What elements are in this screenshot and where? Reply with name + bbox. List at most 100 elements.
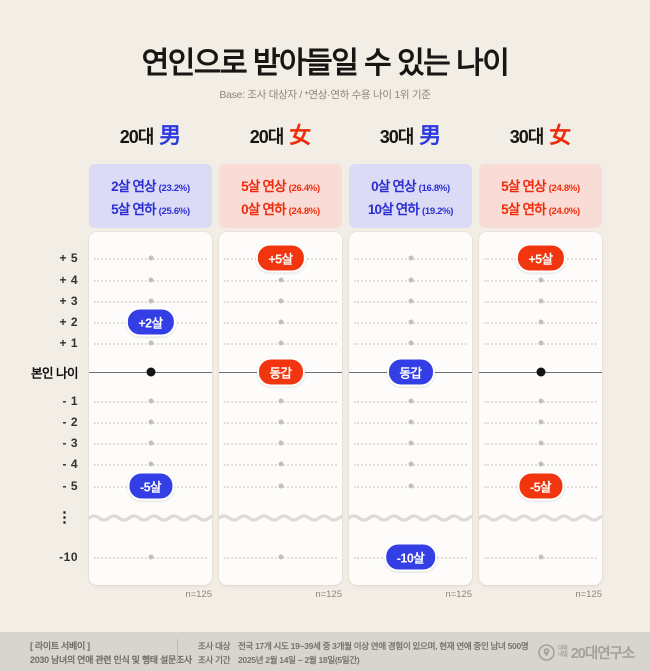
column-header-20s-female: 20대 女 <box>219 120 342 152</box>
summary-line-younger: 0살 연하 (24.8%) <box>241 201 320 217</box>
sample-size: n=125 <box>445 589 472 600</box>
summary-box: 5살 연상 (24.8%) 5살 연하 (24.0%) <box>479 164 602 228</box>
grid-dot--10 <box>148 554 153 560</box>
column-header-20s-male: 20대 男 <box>89 120 212 152</box>
axis-break-wave <box>89 514 212 522</box>
axis-ellipsis: ⋮ <box>57 509 72 526</box>
grid-dot--1 <box>408 398 413 404</box>
chart-panel: +5살 동갑 <box>219 232 342 585</box>
gender-label: 女 <box>549 123 572 148</box>
own-age-dot <box>146 367 155 377</box>
axis-tick--10: -10 <box>59 550 78 564</box>
grid-dot-+1 <box>538 340 543 346</box>
grid-dot--5 <box>278 483 283 489</box>
gender-label: 男 <box>159 123 182 148</box>
axis-tick--3: - 3 <box>62 436 78 450</box>
axis-tick-+4: + 4 <box>59 273 78 287</box>
axis-tick-+1: + 1 <box>59 336 78 350</box>
axis-tick--5: - 5 <box>62 479 78 493</box>
gender-label: 男 <box>419 123 442 148</box>
grid-dot--2 <box>148 419 153 425</box>
axis-tick-0: 본인 나이 <box>31 366 78 381</box>
grid-dot-+1 <box>408 340 413 346</box>
chart-panel: +2살 -5살 <box>89 232 212 585</box>
grid-dot-+1 <box>278 340 283 346</box>
grid-dot--4 <box>538 461 543 467</box>
axis-tick-+2: + 2 <box>59 315 78 329</box>
marker-pill-+5: +5살 <box>515 243 566 273</box>
column-header-30s-female: 30대 女 <box>479 120 602 152</box>
grid-dot--3 <box>148 440 153 446</box>
summary-line-younger: 10살 연하 (19.2%) <box>367 201 454 217</box>
marker-pill--5: -5살 <box>516 471 565 501</box>
grid-dot--1 <box>278 398 283 404</box>
axis-break-wave <box>479 514 602 522</box>
survey-target-value: 전국 17개 시도 19~39세 중 3개월 이상 연애 경험이 있으며, 현재… <box>238 641 529 651</box>
marker-pill--10: -10살 <box>383 542 438 572</box>
grid-dot--3 <box>408 440 413 446</box>
location-pin-icon <box>538 643 555 661</box>
summary-line-older: 5살 연상 (24.8%) <box>501 178 580 194</box>
summary-box: 0살 연상 (16.8%) 10살 연하 (19.2%) <box>349 164 472 228</box>
age-group-label: 30대 <box>509 127 545 147</box>
grid-dot--10 <box>278 554 283 560</box>
axis-tick--1: - 1 <box>62 394 78 408</box>
axis-tick--2: - 2 <box>62 415 78 429</box>
logo-small-text: 대학 내일 <box>558 645 568 658</box>
summary-box: 2살 연상 (23.2%) 5살 연하 (25.6%) <box>89 164 212 228</box>
marker-pill--5: -5살 <box>126 471 175 501</box>
chart-panel: 동갑 -10살 <box>349 232 472 585</box>
axis-tick-+5: + 5 <box>59 251 78 265</box>
gender-label: 女 <box>289 123 312 148</box>
grid-dot--1 <box>148 398 153 404</box>
age-group-label: 20대 <box>119 127 155 147</box>
sample-size: n=125 <box>315 589 342 600</box>
grid-dot-+3 <box>278 298 283 304</box>
footer-divider <box>177 639 178 664</box>
grid-dot--3 <box>538 440 543 446</box>
chart-panel: +5살 -5살 <box>479 232 602 585</box>
publisher-logo: 대학 내일 20대연구소 <box>538 641 635 663</box>
axis-tick--4: - 4 <box>62 457 78 471</box>
grid-dot--2 <box>408 419 413 425</box>
axis-break-wave <box>349 514 472 522</box>
column-20s-male: 20대 男 2살 연상 (23.2%) 5살 연하 (25.6%) +2살 -5살… <box>89 0 212 610</box>
axis-tick-+3: + 3 <box>59 294 78 308</box>
grid-dot--10 <box>538 554 543 560</box>
y-axis: + 5 + 4 + 3 + 2 + 1 본인 나이 - 1 - 2 - 3 - 4 - 5 -10 ⋮ <box>0 0 78 610</box>
grid-dot--2 <box>278 419 283 425</box>
grid-dot-+3 <box>148 298 153 304</box>
grid-dot-+4 <box>538 277 543 283</box>
logo-text: 20대연구소 <box>570 645 635 662</box>
grid-dot--5 <box>408 483 413 489</box>
summary-line-younger: 5살 연하 (25.6%) <box>111 201 190 217</box>
grid-dot--4 <box>278 461 283 467</box>
age-group-label: 20대 <box>249 127 285 147</box>
grid-dot-+2 <box>408 319 413 325</box>
grid-dot-+1 <box>148 340 153 346</box>
column-30s-female: 30대 女 5살 연상 (24.8%) 5살 연하 (24.0%) +5살 -5살… <box>479 0 602 610</box>
survey-tag: [ 라이트 서베이 ] <box>30 641 90 651</box>
marker-pill-+2: +2살 <box>125 307 176 337</box>
column-20s-female: 20대 女 5살 연상 (26.4%) 0살 연하 (24.8%) +5살 동갑 … <box>219 0 342 610</box>
grid-dot-+4 <box>148 277 153 283</box>
grid-dot-+2 <box>538 319 543 325</box>
survey-name: 2030 남녀의 연애 관련 인식 및 행태 설문조사 <box>30 655 192 665</box>
summary-line-older: 0살 연상 (16.8%) <box>371 178 450 194</box>
sample-size: n=125 <box>575 589 602 600</box>
page-title: 연인으로 받아들일 수 있는 나이 <box>141 47 510 80</box>
grid-dot--1 <box>538 398 543 404</box>
survey-target-label: 조사 대상 <box>198 641 231 651</box>
base-note: Base: 조사 대상자 / *연상·연하 수용 나이 1위 기준 <box>219 89 431 101</box>
column-header-30s-male: 30대 男 <box>349 120 472 152</box>
grid-dot--3 <box>278 440 283 446</box>
sample-size: n=125 <box>185 589 212 600</box>
grid-dot-+5 <box>148 255 153 261</box>
summary-line-older: 5살 연상 (26.4%) <box>241 178 320 194</box>
axis-break-wave <box>219 514 342 522</box>
grid-dot-+3 <box>408 298 413 304</box>
marker-pill-+5: +5살 <box>255 243 306 273</box>
grid-dot-+4 <box>408 277 413 283</box>
grid-dot--4 <box>408 461 413 467</box>
age-group-label: 30대 <box>379 127 415 147</box>
